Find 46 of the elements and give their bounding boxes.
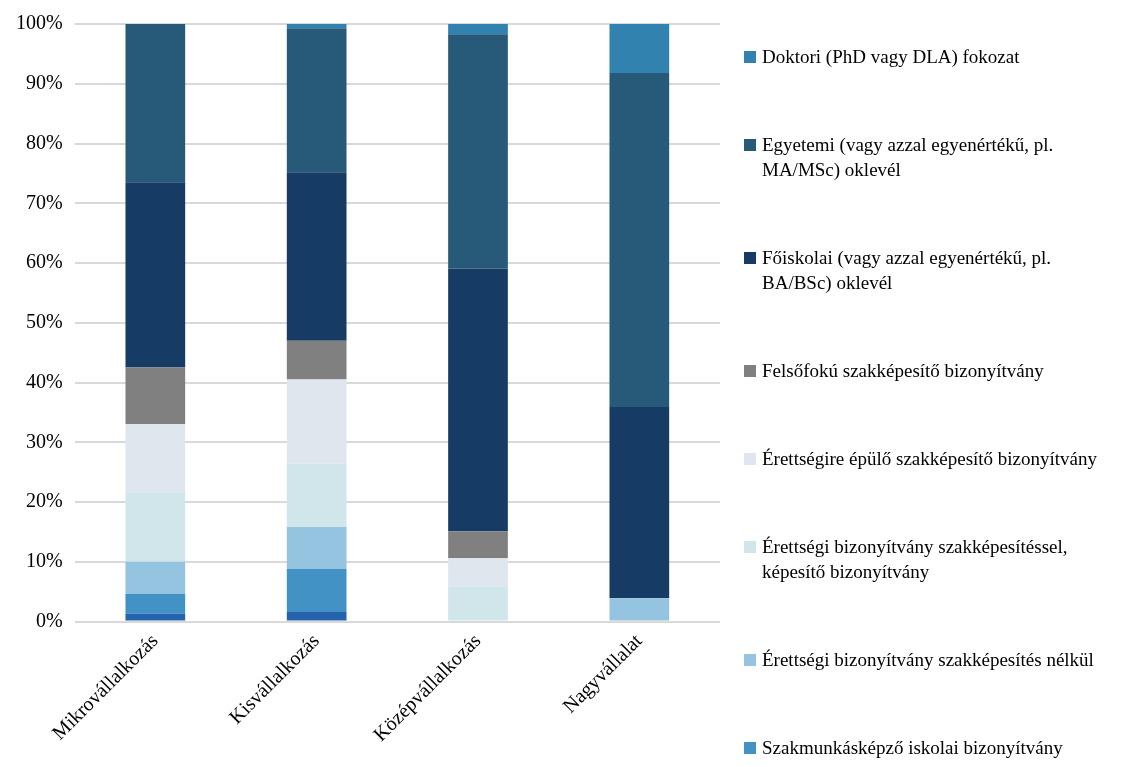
legend-label: Érettségi bizonyítvány szakképesítés nélkül: [762, 648, 1094, 672]
bar: [125, 613, 186, 621]
legend-label: Doktori (PhD vagy DLA) fokozat: [762, 45, 1020, 69]
y-tick-label: 10%: [25, 549, 63, 572]
legend-label: Érettségire épülő szakképesítő bizonyítvány: [762, 447, 1098, 471]
legend-label: Felsőfokú szakképesítő bizonyítvány: [762, 359, 1044, 383]
y-tick-label: 30%: [25, 429, 63, 452]
y-tick-label: 0%: [35, 608, 63, 631]
legend-label: Főiskolai (vagy azzal egyenértékű, pl. BA/BSc) oklevél: [762, 246, 1053, 295]
y-tick-label: 100%: [15, 11, 63, 34]
bar: [609, 407, 670, 599]
bar: [609, 24, 670, 73]
bar: [286, 527, 347, 569]
bar: [286, 340, 347, 380]
bar: [609, 598, 670, 621]
legend-label: Érettségi bizonyítvány szakképesítéssel, képesítő bizonyítvány: [762, 535, 1069, 584]
y-tick-label: 60%: [25, 250, 63, 273]
bar: [448, 558, 508, 587]
bar: [286, 611, 347, 621]
bar: [286, 568, 347, 612]
legend-label: Szakmunkásképző iskolai bizonyítvány: [762, 736, 1063, 760]
bar: [125, 594, 186, 614]
bar: [448, 34, 508, 269]
bar: [286, 28, 347, 173]
y-tick-label: 20%: [25, 489, 63, 512]
bar: [448, 24, 508, 35]
y-tick-label: 50%: [25, 310, 63, 332]
bar: [125, 24, 186, 183]
bar: [125, 493, 186, 562]
bar: [286, 172, 347, 341]
bar: [125, 182, 186, 368]
legend-label: Egyetemi (vagy azzal egyenértékű, pl. MA/MSc) oklevél: [762, 133, 1055, 182]
y-tick-label: 40%: [25, 369, 63, 392]
bar: [286, 379, 347, 464]
bar: [286, 463, 347, 528]
y-tick-label: 70%: [25, 190, 63, 213]
bar: [125, 561, 186, 595]
bar: [609, 73, 670, 407]
bar: [286, 24, 347, 29]
y-tick-label: 90%: [25, 71, 63, 93]
bar: [448, 268, 508, 532]
y-tick-label: 80%: [25, 130, 63, 153]
bar: [448, 531, 508, 559]
bar: [125, 367, 186, 425]
bar: [448, 586, 508, 621]
bar: [125, 424, 186, 494]
